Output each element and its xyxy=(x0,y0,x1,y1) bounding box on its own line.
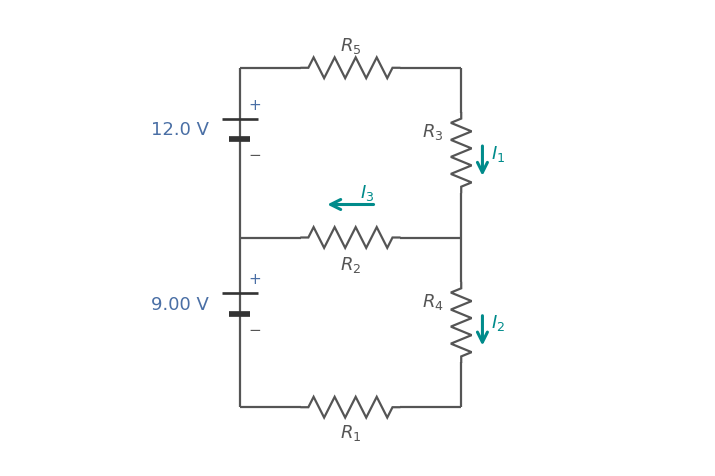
Text: $R_3$: $R_3$ xyxy=(422,122,443,142)
Text: $I_3$: $I_3$ xyxy=(360,183,374,203)
Text: $-$: $-$ xyxy=(248,146,261,161)
Text: +: + xyxy=(248,272,261,287)
Text: $R_2$: $R_2$ xyxy=(340,255,361,275)
Text: $R_4$: $R_4$ xyxy=(422,291,443,311)
Text: $I_2$: $I_2$ xyxy=(491,313,505,333)
Text: 9.00 V: 9.00 V xyxy=(151,295,209,313)
Text: $R_5$: $R_5$ xyxy=(340,36,361,56)
Text: 12.0 V: 12.0 V xyxy=(151,121,209,139)
Text: +: + xyxy=(248,98,261,113)
Text: $-$: $-$ xyxy=(248,320,261,335)
Text: $R_1$: $R_1$ xyxy=(340,422,361,442)
Text: $I_1$: $I_1$ xyxy=(491,143,505,163)
